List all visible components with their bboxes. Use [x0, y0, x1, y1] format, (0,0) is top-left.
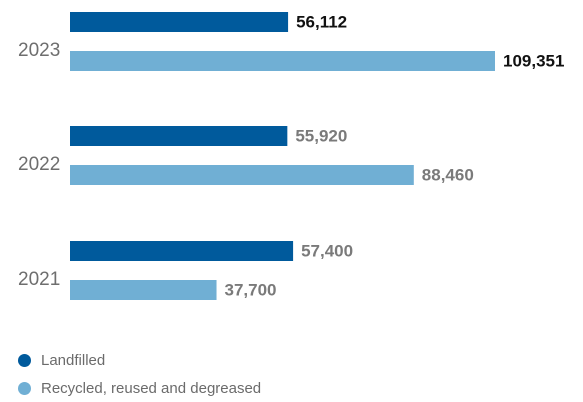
category-label-2023: 2023	[18, 40, 60, 61]
data-label-2022-series-2: 88,460	[422, 165, 474, 184]
bar-2021-series-1	[70, 241, 294, 261]
category-label-2021: 2021	[18, 269, 60, 290]
bar-2021-series-2	[70, 280, 217, 300]
bar-2023-series-1	[70, 12, 289, 32]
legend-label-series-2: Recycled, reused and degreased	[41, 379, 262, 397]
bar-2022-series-1	[70, 126, 288, 146]
category-label-2022: 2022	[18, 154, 60, 175]
legend-item-series-2: Recycled, reused and degreased	[18, 374, 558, 402]
data-label-2022-series-1: 55,920	[295, 126, 347, 145]
legend-swatch-series-2	[18, 381, 31, 395]
chart-legend: Landfilled Recycled, reused and degreased	[18, 346, 558, 402]
data-label-2021-series-1: 57,400	[301, 241, 353, 260]
bar-2022-series-2	[70, 165, 414, 185]
bar-2023-series-2	[70, 51, 495, 71]
legend-item-series-1: Landfilled	[18, 346, 558, 374]
legend-swatch-series-1	[18, 353, 31, 367]
data-label-2023-series-1: 56,112	[296, 12, 347, 31]
legend-label-series-1: Landfilled	[41, 351, 106, 369]
data-label-2021-series-2: 37,700	[225, 280, 277, 299]
data-label-2023-series-2: 109,351	[503, 51, 564, 70]
